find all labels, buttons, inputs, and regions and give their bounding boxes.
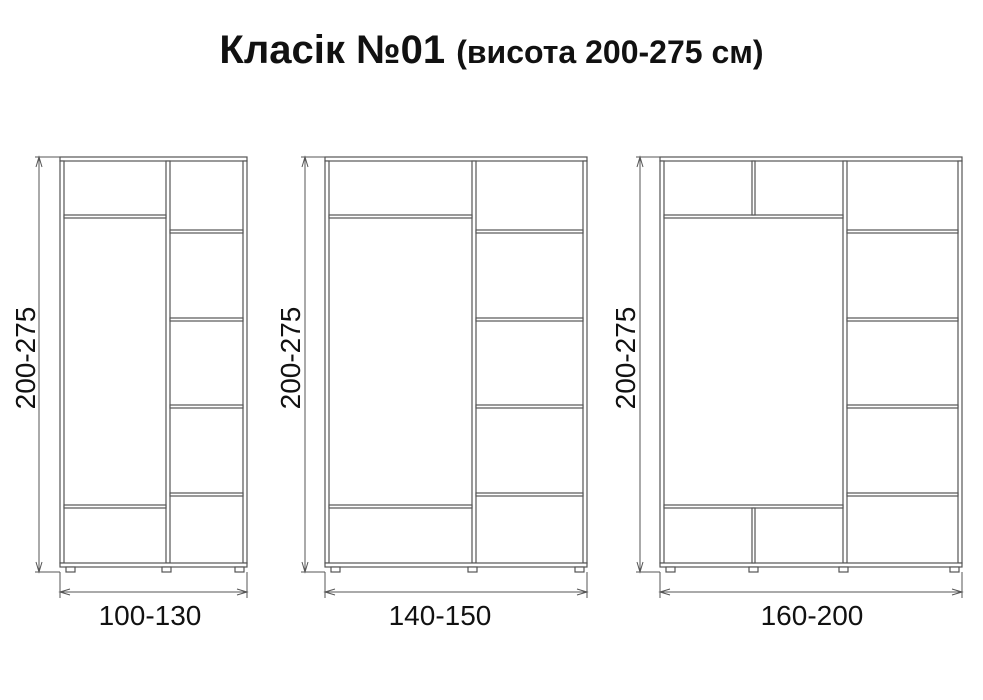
shelf [475, 404, 584, 409]
title-subtitle: (висота 200-275 см) [456, 34, 764, 70]
left-side-panel [324, 160, 330, 564]
top-board [659, 156, 963, 162]
leg [467, 566, 478, 573]
height-label-2: 200-275 [275, 307, 306, 410]
width-label-3: 160-200 [761, 600, 864, 631]
base-board [324, 562, 588, 568]
left-side-panel [659, 160, 665, 564]
top-board [324, 156, 588, 162]
shelf [328, 504, 473, 509]
base-board [659, 562, 963, 568]
arrow-down-icon [636, 561, 644, 574]
right-side-panel [957, 160, 963, 564]
shelf [169, 492, 244, 497]
shelf [169, 229, 244, 234]
page-title: Класік №01 (висота 200-275 см) [0, 28, 983, 73]
left-side-panel [59, 160, 65, 564]
shelf [846, 317, 959, 322]
leg [234, 566, 245, 573]
shelf [846, 492, 959, 497]
arrow-down-icon [35, 561, 43, 574]
arrow-right-icon [576, 588, 589, 596]
height-label-3: 200-275 [610, 307, 641, 410]
leg [665, 566, 676, 573]
arrow-up-icon [301, 155, 309, 168]
compartment-divider [751, 507, 756, 564]
arrow-left-icon [323, 588, 336, 596]
arrow-left-icon [58, 588, 71, 596]
divider-panel [842, 160, 848, 564]
leg [574, 566, 585, 573]
shelf [169, 317, 244, 322]
right-side-panel [582, 160, 588, 564]
leg [748, 566, 759, 573]
arrow-up-icon [35, 155, 43, 168]
shelf [63, 214, 167, 219]
shelf [63, 504, 167, 509]
shelf [475, 492, 584, 497]
arrow-up-icon [636, 155, 644, 168]
wardrobe-1 [35, 155, 249, 598]
title-main: Класік №01 [219, 28, 446, 72]
width-label-2: 140-150 [389, 600, 492, 631]
leg [330, 566, 341, 573]
shelf [846, 404, 959, 409]
shelf [475, 229, 584, 234]
base-board [59, 562, 248, 568]
arrow-down-icon [301, 561, 309, 574]
leg [65, 566, 76, 573]
arrow-right-icon [951, 588, 964, 596]
shelf [169, 404, 244, 409]
compartment-divider [751, 160, 756, 216]
wardrobe-3 [636, 155, 964, 598]
divider-panel [471, 160, 477, 564]
shelf [475, 317, 584, 322]
width-label-1: 100-130 [99, 600, 202, 631]
top-board [59, 156, 248, 162]
arrow-left-icon [658, 588, 671, 596]
shelf [846, 229, 959, 234]
leg [161, 566, 172, 573]
divider-panel [165, 160, 171, 564]
wardrobe-2 [301, 155, 589, 598]
leg [949, 566, 960, 573]
right-side-panel [242, 160, 248, 564]
height-label-1: 200-275 [10, 307, 41, 410]
leg [838, 566, 849, 573]
shelf [328, 214, 473, 219]
arrow-right-icon [236, 588, 249, 596]
